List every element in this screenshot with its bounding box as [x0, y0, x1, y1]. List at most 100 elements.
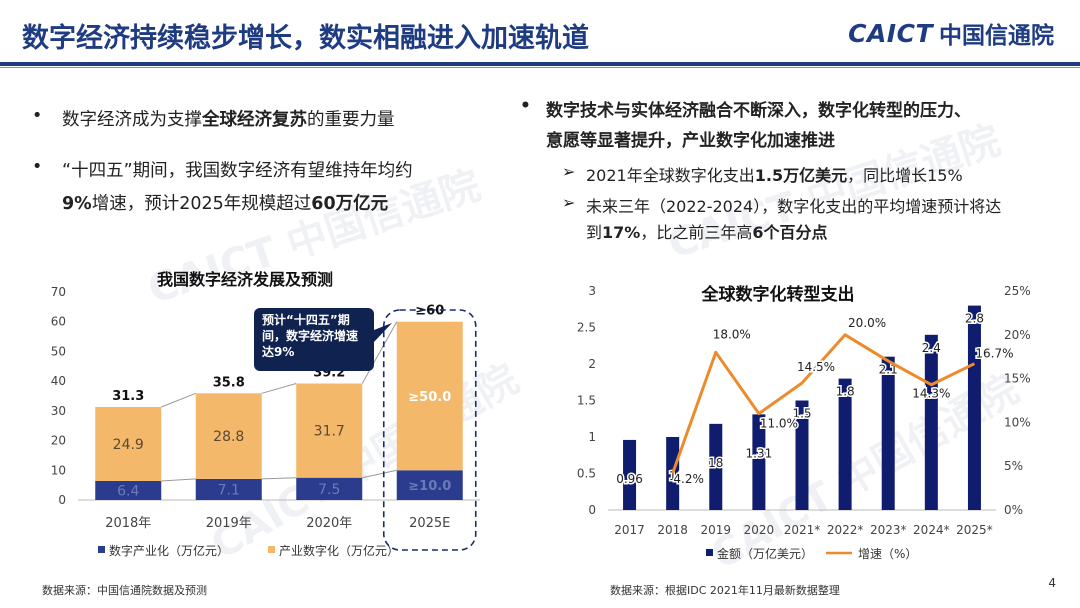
forecast-callout: 预计“十四五”期间，数字经济增速达9%: [254, 308, 374, 371]
bar-segment-digital-industrialization: [95, 480, 162, 500]
bar-spending: [838, 378, 852, 510]
left-bullet-1: • 数字经济成为支撑全球经济复苏的重要力量: [32, 106, 395, 131]
trend-connector-line: [261, 383, 297, 394]
y2-tick-label: 5%: [1004, 459, 1023, 473]
x-tick-label: 2017: [614, 523, 645, 537]
sub-text: ，比之前三年高: [640, 223, 753, 242]
sub-text: ，同比增长15%: [847, 166, 963, 185]
line-value-label: 14.3%: [912, 387, 950, 401]
sub-text-bold: 6个百分点: [752, 223, 828, 242]
line-value-label: 14.5%: [797, 360, 835, 374]
logo-text-en: CAICT: [848, 18, 933, 48]
y-tick-label: 70: [51, 285, 66, 299]
sub-text-bold: 17%: [602, 223, 641, 242]
bullet-dot: •: [32, 157, 43, 177]
legend-label: 数字产业化（万亿元）: [109, 543, 229, 558]
y-tick-label: 40: [51, 374, 66, 388]
x-tick-label: 2024*: [913, 523, 950, 537]
bullet-text-bold: 60万亿元: [311, 194, 389, 214]
bar-segment-industrial-digitalization: [95, 406, 162, 481]
callout-pointer: [374, 323, 392, 342]
legend-swatch: [268, 546, 275, 553]
right-bullet: • 数字技术与实体经济融合不断深入，数字化转型的压力、: [520, 96, 971, 121]
bar-spending: [795, 400, 809, 510]
trend-connector-line: [261, 477, 297, 480]
bar-value-label: 1.31: [746, 446, 773, 460]
bar-value-label: 2.8: [965, 312, 984, 326]
bar-segment-label: 31.7: [314, 424, 345, 440]
header-rule-thin: [0, 67, 1080, 68]
bar-value-label: 1: [669, 469, 677, 483]
bar-segment-industrial-digitalization: [195, 393, 262, 479]
bullet-dot: •: [32, 106, 43, 126]
bar-segment-digital-industrialization: [195, 478, 262, 500]
bullet-dot: •: [520, 96, 531, 116]
bar-segment-label: ≥50.0: [408, 390, 451, 405]
y2-tick-label: 15%: [1004, 372, 1031, 386]
bar-total-label: ≥60: [415, 304, 444, 319]
bar-spending: [924, 334, 938, 510]
y-tick-label: 0: [588, 503, 596, 517]
bar-segment-label: 7.1: [218, 482, 240, 498]
bar-segment-digital-industrialization: [296, 477, 363, 500]
legend-label: 金额（万亿美元）: [717, 546, 813, 561]
x-tick-label: 2022*: [827, 523, 864, 537]
bar-segment-label: 7.5: [318, 482, 340, 498]
bullet-text: 数字技术与实体经济融合不断深入，数字化转型的压力、: [546, 101, 971, 121]
legend-label: 产业数字化（万亿元）: [279, 543, 399, 558]
logo-text-cn: 中国信通院: [939, 23, 1054, 49]
bar-value-label: 1.5: [792, 407, 811, 421]
x-tick-label: 2021*: [784, 523, 821, 537]
page-number: 4: [1048, 576, 1056, 590]
caict-logo: CAICT 中国信通院: [848, 16, 1054, 50]
china-digital-economy-chart: 我国数字经济发展及预测 0 10 20 30 40 50 60 70 6.4 24.9 31.3 201…: [51, 270, 480, 558]
left-source: 数据来源：中国信通院数据及预测: [42, 584, 207, 597]
sub-text: 到: [586, 223, 603, 242]
y-tick-label: 10: [51, 463, 66, 477]
arrow-bullet-icon: ➢: [562, 193, 576, 212]
chart-title: 全球数字化转型支出: [701, 284, 855, 305]
forecast-highlight-box: [382, 309, 477, 551]
line-value-label: 16.7%: [975, 347, 1013, 361]
line-value-label: 4.2%: [673, 472, 704, 486]
bar-segment-label: 28.8: [213, 429, 244, 445]
x-tick-label: 2018: [657, 523, 688, 537]
x-tick-label: 2025*: [956, 523, 993, 537]
y-tick-label: 2.5: [577, 321, 596, 335]
bar-spending: [709, 423, 723, 510]
right-source: 数据来源：根据IDC 2021年11月最新数据整理: [610, 584, 840, 597]
arrow-bullet-icon: ➢: [562, 162, 576, 181]
bullet-text: 数字经济成为支撑: [62, 110, 202, 130]
y-tick-label: 60: [51, 315, 66, 329]
bullet-text: 的重要力量: [307, 110, 395, 130]
y-tick-label: 0: [58, 493, 66, 507]
right-sub-bullet-2-cont: 到17%，比之前三年高6个百分点: [586, 219, 827, 243]
x-tick-label: 2023*: [870, 523, 907, 537]
x-tick-label: 2020年: [306, 516, 352, 531]
bar-spending: [881, 356, 895, 510]
chart-title: 我国数字经济发展及预测: [157, 270, 333, 289]
trend-connector-line: [161, 478, 196, 482]
header-rule: [0, 62, 1080, 66]
left-bullet-2: • “十四五”期间，我国数字经济有望维持年均约: [32, 157, 413, 182]
y-tick-label: 1: [588, 430, 596, 444]
y-tick-label: 0.5: [577, 467, 596, 481]
x-tick-label: 2019年: [206, 516, 252, 531]
x-tick-label: 2019: [701, 523, 732, 537]
trend-connector-line: [361, 321, 398, 384]
bar-spending: [967, 305, 981, 510]
bar-value-label: 1.8: [836, 385, 855, 399]
bullet-text: “十四五”期间，我国数字经济有望维持年均约: [62, 161, 413, 181]
right-sub-bullet-2: ➢ 未来三年（2022-2024），数字化支出的平均增速预计将达: [562, 193, 1001, 217]
bar-value-label: 0.96: [616, 472, 643, 486]
trend-connector-line: [362, 469, 397, 479]
bar-spending: [623, 439, 637, 510]
legend-swatch: [98, 546, 105, 553]
legend-swatch: [706, 549, 713, 556]
bar-segment-industrial-digitalization: [396, 321, 463, 471]
line-value-label: 20.0%: [848, 316, 886, 330]
bar-segment-digital-industrialization: [396, 470, 463, 500]
bar-spending: [752, 414, 766, 510]
y-tick-label: 1.5: [577, 394, 596, 408]
right-bullet-cont: 意愿等显著提升，产业数字化加速推进: [546, 131, 835, 151]
